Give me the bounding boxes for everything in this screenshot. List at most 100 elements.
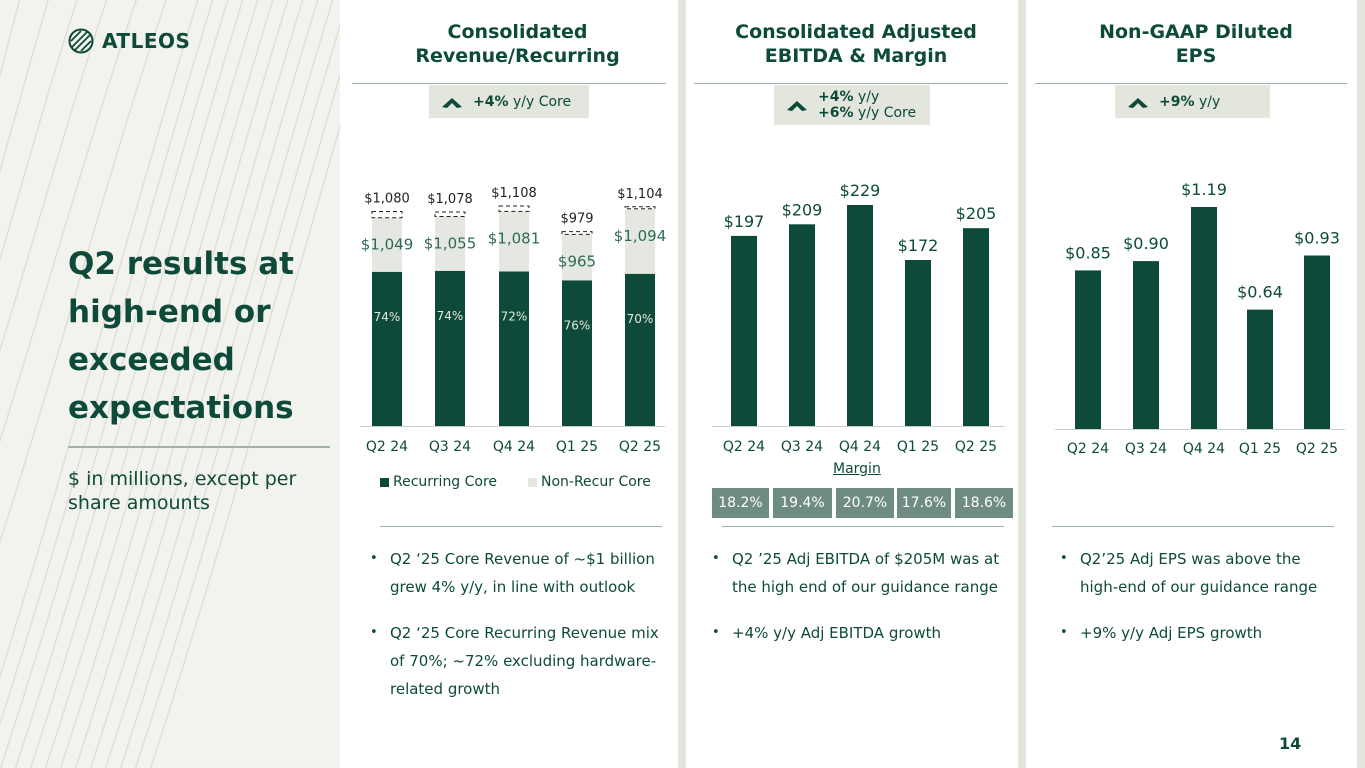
core-revenue-label: $965: [558, 252, 596, 270]
revenue-growth-badge: +4% y/y Core: [429, 85, 589, 118]
legend-label: Non-Recur Core: [541, 474, 651, 490]
recurring-bar: [435, 270, 465, 426]
x-tick-label: Q2 24: [723, 439, 765, 455]
x-tick-label: Q3 24: [781, 439, 823, 455]
headline-divider: [68, 446, 330, 448]
total-revenue-label: $1,080: [364, 192, 410, 207]
recurring-pct-label: 74%: [437, 309, 464, 323]
brand-name: ATLEOS: [102, 29, 191, 53]
x-tick-label: Q4 24: [493, 439, 535, 455]
ebitda-value-label: $172: [898, 236, 939, 255]
ebitda-panel-title: Consolidated Adjusted EBITDA & Margin: [735, 21, 977, 67]
total-revenue-label: $1,078: [427, 192, 473, 207]
title-rule: [352, 83, 666, 84]
bullet-item: Q2 ‘25 Core Recurring Revenue mix of 70%…: [370, 619, 660, 703]
eps-bullets: Q2’25 Adj EPS was above the high-end of …: [1060, 545, 1320, 665]
badge-bold: +6%: [818, 105, 854, 121]
total-revenue-label: $1,108: [491, 186, 537, 201]
title-rule: [1035, 83, 1347, 84]
ebitda-bullets: Q2 ’25 Adj EBITDA of $205M was at the hi…: [712, 545, 1012, 665]
chevron-up-icon: [1128, 97, 1148, 108]
margin-box: 18.6%: [955, 488, 1013, 518]
panel-separator: [1357, 0, 1365, 768]
margin-label: Margin: [833, 461, 881, 477]
ebitda-bar: [731, 235, 757, 426]
eps-growth-badge: +9% y/y: [1115, 85, 1270, 118]
badge-bold: +9%: [1159, 93, 1195, 110]
bullet-item: +9% y/y Adj EPS growth: [1060, 619, 1320, 647]
x-tick-label: Q2 25: [1296, 441, 1338, 457]
page-number: 14: [1279, 734, 1302, 753]
revenue-panel-title: Consolidated Revenue/Recurring: [415, 21, 620, 67]
decorative-pattern: [0, 0, 340, 768]
margin-box: 17.6%: [897, 488, 951, 518]
ebitda-bar: [963, 228, 989, 426]
eps-value-label: $0.85: [1065, 243, 1111, 262]
eps-bar: [1304, 255, 1330, 429]
non-recurring-bar: [499, 211, 529, 272]
x-tick-label: Q1 25: [556, 439, 598, 455]
total-revenue-dashed-box: [371, 211, 403, 219]
chevron-up-icon: [787, 101, 807, 111]
non-recurring-bar: [625, 208, 655, 274]
core-revenue-label: $1,055: [424, 235, 477, 253]
margin-box: 18.2%: [712, 488, 769, 518]
total-revenue-label: $1,104: [617, 187, 663, 202]
bullet-item: Q2 ’25 Adj EBITDA of $205M was at the hi…: [712, 545, 1012, 601]
eps-bar: [1247, 309, 1273, 429]
x-tick-label: Q3 24: [429, 439, 471, 455]
ebitda-bar: [847, 205, 873, 426]
ebitda-value-label: $197: [724, 212, 765, 231]
recurring-bar: [372, 271, 402, 426]
x-tick-label: Q2 24: [1067, 441, 1109, 457]
x-tick-label: Q3 24: [1125, 441, 1167, 457]
chevron-up-icon: [442, 97, 462, 108]
panel-separator: [1018, 0, 1026, 768]
atleos-logo: ATLEOS: [68, 28, 190, 54]
x-tick-label: Q2 25: [619, 439, 661, 455]
recurring-pct-label: 76%: [564, 318, 591, 332]
globe-logo-icon: [68, 28, 94, 54]
margin-box: 19.4%: [773, 488, 832, 518]
eps-bar: [1133, 261, 1159, 429]
ebitda-value-label: $205: [956, 204, 997, 223]
non-recurring-bar: [372, 217, 402, 272]
x-tick-label: Q1 25: [1239, 441, 1281, 457]
eps-value-label: $0.64: [1237, 283, 1283, 302]
eps-panel-title: Non-GAAP Diluted EPS: [1099, 21, 1293, 67]
recurring-bar: [625, 273, 655, 426]
bullets-rule: [1052, 526, 1334, 527]
badge-text: y/y: [1194, 93, 1221, 110]
core-revenue-label: $1,081: [488, 229, 541, 247]
eps-bar: [1075, 270, 1101, 429]
margin-box: 20.7%: [836, 488, 894, 518]
bullets-rule: [722, 526, 1004, 527]
bullets-rule: [380, 526, 662, 527]
bullet-item: Q2 ‘25 Core Revenue of ~$1 billion grew …: [370, 545, 660, 601]
bullet-item: Q2’25 Adj EPS was above the high-end of …: [1060, 545, 1320, 601]
ebitda-bar: [789, 224, 815, 426]
ebitda-value-label: $229: [840, 181, 881, 200]
eps-value-label: $1.19: [1181, 180, 1227, 199]
legend-swatch: [380, 477, 389, 487]
recurring-pct-label: 70%: [627, 312, 654, 326]
legend-label: Recurring Core: [393, 474, 498, 490]
x-tick-label: Q2 25: [955, 439, 997, 455]
total-revenue-dashed-box: [434, 211, 466, 218]
badge-text: y/y: [853, 89, 880, 105]
total-revenue-dashed-box: [624, 206, 656, 210]
core-revenue-label: $1,094: [614, 227, 667, 245]
units-note: $ in millions, except per share amounts: [68, 468, 297, 514]
non-recurring-bar: [562, 234, 592, 281]
revenue-bullets: Q2 ‘25 Core Revenue of ~$1 billion grew …: [370, 545, 660, 721]
x-tick-label: Q2 24: [366, 439, 408, 455]
ebitda-growth-badge: +4% y/y +6% y/y Core: [774, 85, 930, 125]
recurring-pct-label: 72%: [501, 310, 528, 324]
revenue-legend-nonrecurring: Non-Recur Core: [528, 474, 651, 490]
legend-swatch: [528, 477, 537, 487]
total-revenue-dashed-box: [561, 231, 593, 235]
left-panel: ATLEOS Q2 results at high-end or exceede…: [0, 0, 340, 768]
eps-value-label: $0.93: [1294, 229, 1340, 248]
badge-text: y/y Core: [853, 105, 917, 121]
